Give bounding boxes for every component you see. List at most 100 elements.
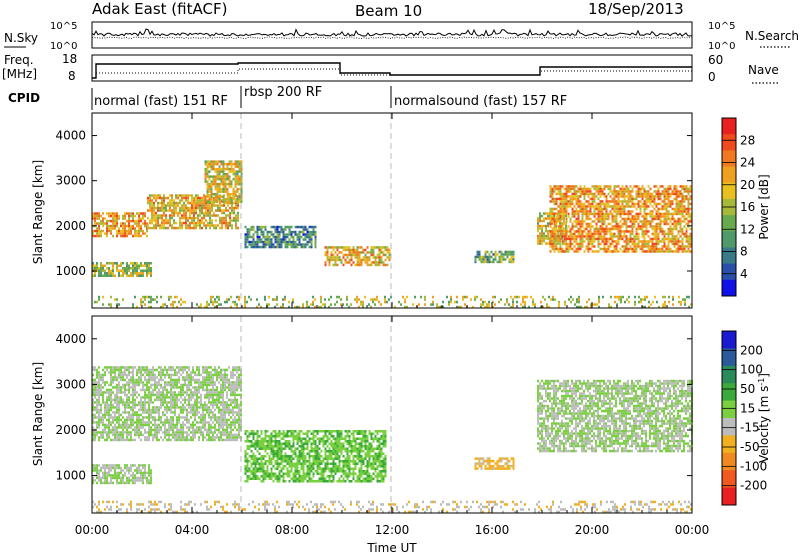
- scatter-mark: [224, 162, 227, 166]
- scatter-mark: [142, 229, 144, 233]
- scatter-mark: [94, 272, 96, 275]
- scatter-mark: [128, 406, 130, 409]
- scatter-mark: [615, 207, 618, 211]
- scatter-mark: [110, 421, 112, 424]
- scatter-mark: [202, 371, 204, 374]
- scatter-mark: [134, 229, 136, 233]
- scatter-mark: [114, 423, 116, 427]
- scatter-mark: [198, 416, 200, 419]
- scatter-mark: [250, 225, 253, 229]
- scatter-mark: [378, 263, 381, 267]
- scatter-mark: [102, 398, 104, 402]
- scatter-mark: [98, 408, 100, 412]
- scatter-mark: [102, 386, 104, 389]
- scatter-mark: [260, 233, 263, 236]
- scatter-mark: [621, 245, 624, 248]
- scatter-mark: [197, 224, 199, 227]
- scatter-mark: [553, 237, 556, 241]
- scatter-mark: [186, 371, 188, 374]
- scatter-mark: [104, 428, 106, 432]
- scatter-mark: [585, 190, 588, 193]
- scatter-mark: [549, 200, 552, 203]
- scatter-mark: [619, 215, 622, 218]
- scatter-mark: [106, 267, 108, 270]
- scatter-mark: [559, 247, 562, 251]
- scatter-mark: [116, 431, 118, 434]
- scatter-mark: [214, 298, 216, 301]
- scatter-mark: [587, 225, 590, 228]
- scatter-mark: [627, 230, 630, 233]
- scatter-mark: [314, 235, 317, 239]
- scatter-mark: [124, 426, 126, 429]
- scatter-mark: [92, 217, 94, 220]
- scatter-mark: [94, 393, 96, 397]
- scatter-mark: [110, 413, 112, 417]
- scatter-mark: [176, 383, 178, 387]
- scatter-mark: [358, 253, 361, 257]
- scatter-mark: [100, 421, 102, 424]
- scatter-mark: [589, 197, 592, 201]
- scatter-mark: [112, 264, 114, 267]
- scatter-mark: [328, 258, 331, 262]
- scatter-mark: [246, 245, 249, 249]
- scatter-mark: [593, 235, 596, 238]
- scatter-mark: [176, 373, 178, 377]
- scatter-mark: [130, 436, 132, 439]
- scatter-mark: [686, 295, 688, 299]
- scatter-mark: [573, 197, 576, 201]
- scatter-mark: [208, 371, 210, 374]
- scatter-mark: [202, 413, 204, 417]
- scatter-mark: [92, 406, 94, 409]
- scatter-mark: [683, 185, 686, 188]
- scatter-mark: [685, 222, 688, 226]
- scatter-mark: [208, 376, 210, 379]
- scatter-mark: [541, 242, 543, 245]
- scatter-mark: [204, 416, 206, 419]
- scatter-mark: [623, 247, 626, 251]
- scatter-mark: [567, 250, 570, 253]
- scatter-mark: [136, 433, 138, 437]
- scatter-mark: [92, 234, 94, 238]
- scatter-mark: [122, 274, 124, 277]
- scatter-mark: [436, 303, 438, 306]
- scatter-mark: [553, 232, 556, 236]
- scatter-mark: [657, 187, 660, 191]
- scatter-mark: [565, 230, 568, 233]
- scatter-mark: [214, 366, 216, 369]
- scatter-mark: [189, 226, 191, 230]
- scatter-mark: [224, 175, 227, 178]
- scatter-mark: [623, 200, 626, 203]
- scatter-mark: [110, 368, 112, 372]
- scatter-mark: [274, 225, 277, 229]
- scatter-mark: [643, 230, 646, 233]
- scatter-mark: [603, 240, 606, 243]
- scatter-mark: [142, 403, 144, 407]
- scatter-mark: [577, 247, 580, 251]
- scatter-mark: [673, 235, 676, 238]
- scatter-mark: [579, 240, 582, 243]
- scatter-mark: [173, 199, 175, 202]
- scatter-mark: [128, 274, 130, 277]
- scatter-mark: [168, 408, 170, 412]
- scatter-mark: [314, 305, 316, 309]
- scatter-mark: [216, 368, 218, 372]
- scatter-mark: [122, 229, 124, 233]
- scatter-mark: [575, 237, 578, 241]
- scatter-mark: [270, 233, 273, 236]
- scatter-mark: [219, 201, 221, 205]
- scatter-mark: [92, 431, 94, 434]
- scatter-mark: [210, 185, 213, 188]
- scatter-mark: [150, 401, 152, 404]
- scatter-mark: [368, 251, 371, 254]
- scatter-mark: [110, 376, 112, 379]
- scatter-mark: [130, 371, 132, 374]
- scatter-mark: [298, 243, 301, 246]
- scatter-mark: [165, 219, 167, 222]
- scatter-mark: [332, 248, 335, 252]
- scatter-mark: [106, 229, 108, 233]
- scatter-mark: [561, 202, 564, 206]
- scatter-mark: [597, 202, 600, 206]
- scatter-mark: [648, 305, 650, 309]
- scatter-mark: [537, 222, 539, 225]
- scatter-mark: [641, 195, 644, 198]
